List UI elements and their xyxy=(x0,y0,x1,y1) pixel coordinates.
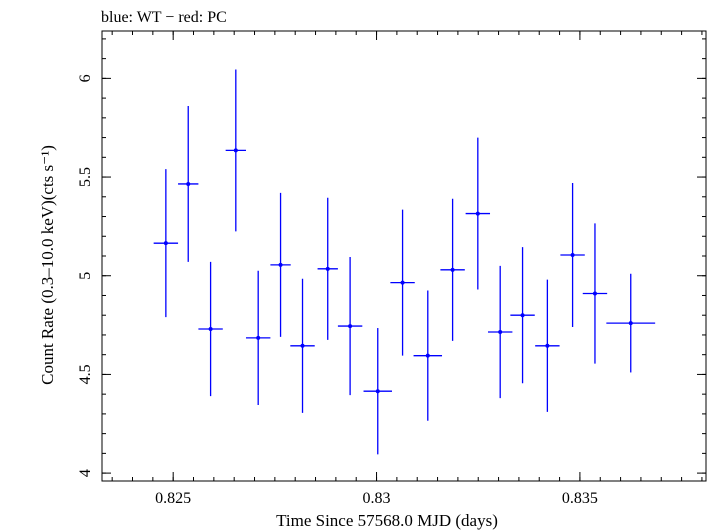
point-marker xyxy=(498,329,503,334)
point-marker xyxy=(163,241,168,246)
point-marker xyxy=(348,324,353,329)
point-marker xyxy=(400,280,405,285)
x-tick-label: 0.835 xyxy=(562,490,598,507)
data-point xyxy=(582,223,608,364)
data-point xyxy=(606,273,656,373)
point-marker xyxy=(278,262,283,267)
data-point xyxy=(290,278,315,413)
y-axis: 4 4.5 5 5.5 6 xyxy=(77,38,706,477)
x-tick-label: 0.83 xyxy=(363,490,391,507)
point-marker xyxy=(520,313,525,318)
data-point xyxy=(465,137,491,290)
point-marker xyxy=(592,291,597,296)
point-marker xyxy=(186,181,191,186)
data-points xyxy=(153,69,656,455)
data-point xyxy=(363,328,393,455)
plot-frame xyxy=(101,30,707,482)
data-point xyxy=(510,247,535,384)
data-point xyxy=(225,69,246,232)
chart-title: blue: WT − red: PC xyxy=(101,9,227,26)
point-marker xyxy=(450,267,455,272)
data-point xyxy=(153,169,179,318)
y-tick-label: 4 xyxy=(77,469,94,477)
data-point xyxy=(560,182,585,328)
point-marker xyxy=(256,335,261,340)
y-tick-label: 5.5 xyxy=(77,167,94,187)
y-axis-label: Count Rate (0.3–10.0 keV)(cts s⁻¹) xyxy=(38,145,57,385)
point-marker xyxy=(425,353,430,358)
data-point xyxy=(317,197,338,340)
y-tick-label: 5 xyxy=(77,272,94,280)
point-marker xyxy=(545,343,550,348)
x-axis: 0.825 0.83 0.835 xyxy=(111,31,703,507)
y-tick-label: 6 xyxy=(77,74,94,82)
data-point xyxy=(413,290,443,421)
x-axis-label: Time Since 57568.0 MJD (days) xyxy=(276,511,498,530)
data-point xyxy=(337,256,363,396)
data-point xyxy=(440,198,465,341)
data-point xyxy=(270,192,291,337)
point-marker xyxy=(570,253,575,258)
y-tick-label: 4.5 xyxy=(77,364,94,384)
x-tick-label: 0.825 xyxy=(155,490,191,507)
point-marker xyxy=(628,321,633,326)
point-marker xyxy=(375,389,380,394)
point-marker xyxy=(325,266,330,271)
data-point xyxy=(535,279,560,412)
data-point xyxy=(198,261,223,397)
data-point xyxy=(390,209,415,356)
point-marker xyxy=(233,148,238,153)
point-marker xyxy=(300,343,305,348)
point-marker xyxy=(208,327,213,332)
point-marker xyxy=(475,211,480,216)
data-point xyxy=(178,106,199,262)
data-point xyxy=(245,270,271,406)
data-point xyxy=(487,265,513,399)
